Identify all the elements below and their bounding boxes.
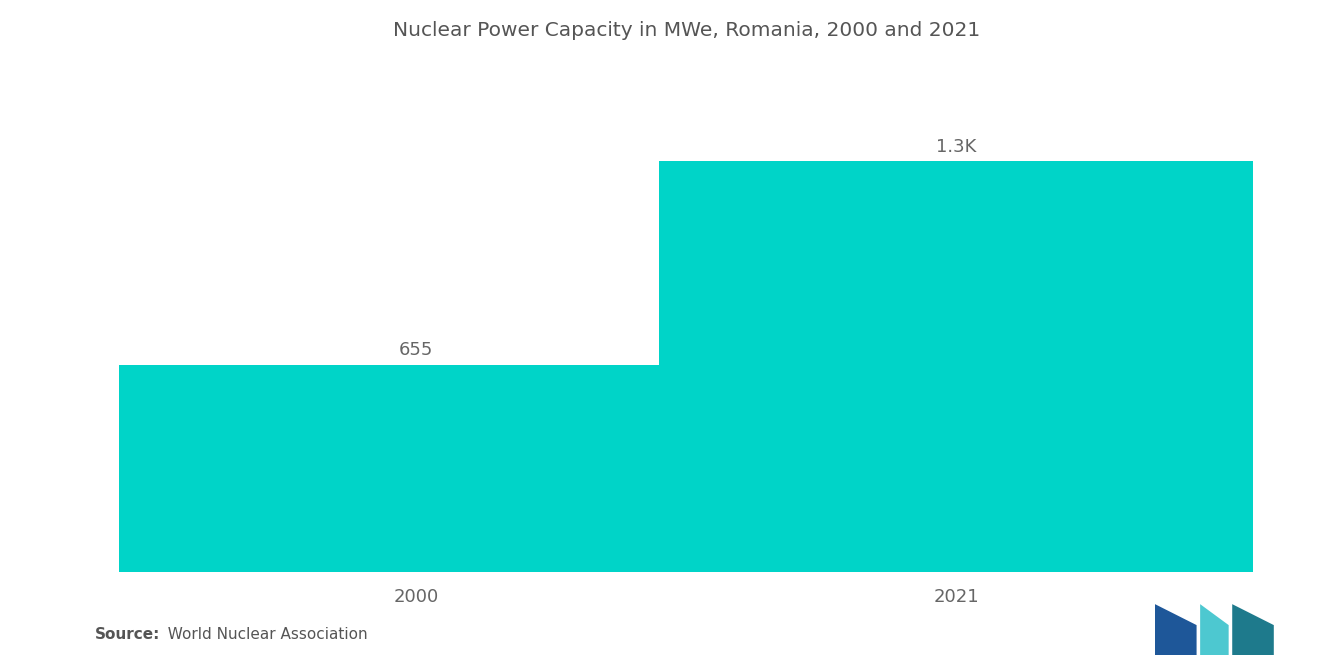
Text: World Nuclear Association: World Nuclear Association	[158, 626, 368, 642]
Text: 1.3K: 1.3K	[936, 138, 977, 156]
Title: Nuclear Power Capacity in MWe, Romania, 2000 and 2021: Nuclear Power Capacity in MWe, Romania, …	[393, 21, 979, 40]
Text: Source:: Source:	[95, 626, 161, 642]
Bar	[119, 365, 713, 572]
Text: 655: 655	[399, 341, 433, 359]
Bar	[660, 161, 1254, 572]
